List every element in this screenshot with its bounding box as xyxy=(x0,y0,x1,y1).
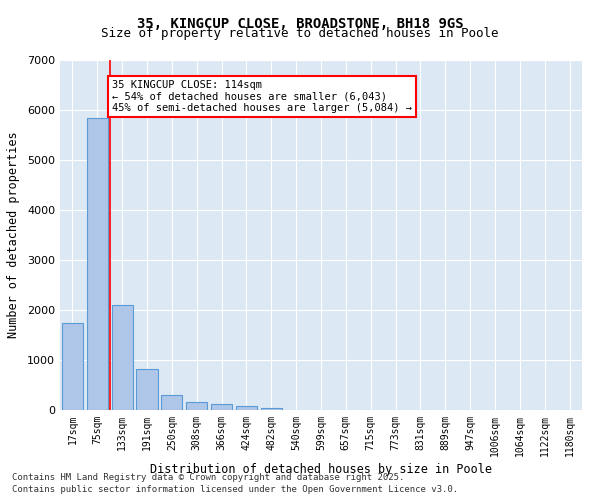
Bar xyxy=(211,404,232,410)
Y-axis label: Number of detached properties: Number of detached properties xyxy=(7,132,20,338)
Bar xyxy=(136,369,158,410)
X-axis label: Distribution of detached houses by size in Poole: Distribution of detached houses by size … xyxy=(150,463,492,476)
Bar xyxy=(112,305,133,410)
Text: Size of property relative to detached houses in Poole: Size of property relative to detached ho… xyxy=(101,28,499,40)
Text: 35, KINGCUP CLOSE, BROADSTONE, BH18 9GS: 35, KINGCUP CLOSE, BROADSTONE, BH18 9GS xyxy=(137,18,463,32)
Bar xyxy=(186,402,207,410)
Bar xyxy=(62,322,83,410)
Text: 35 KINGCUP CLOSE: 114sqm
← 54% of detached houses are smaller (6,043)
45% of sem: 35 KINGCUP CLOSE: 114sqm ← 54% of detach… xyxy=(112,80,412,113)
Bar xyxy=(236,406,257,410)
Text: Contains HM Land Registry data © Crown copyright and database right 2025.: Contains HM Land Registry data © Crown c… xyxy=(12,473,404,482)
Bar xyxy=(261,408,282,410)
Bar xyxy=(161,394,182,410)
Text: Contains public sector information licensed under the Open Government Licence v3: Contains public sector information licen… xyxy=(12,486,458,494)
Bar xyxy=(87,118,108,410)
